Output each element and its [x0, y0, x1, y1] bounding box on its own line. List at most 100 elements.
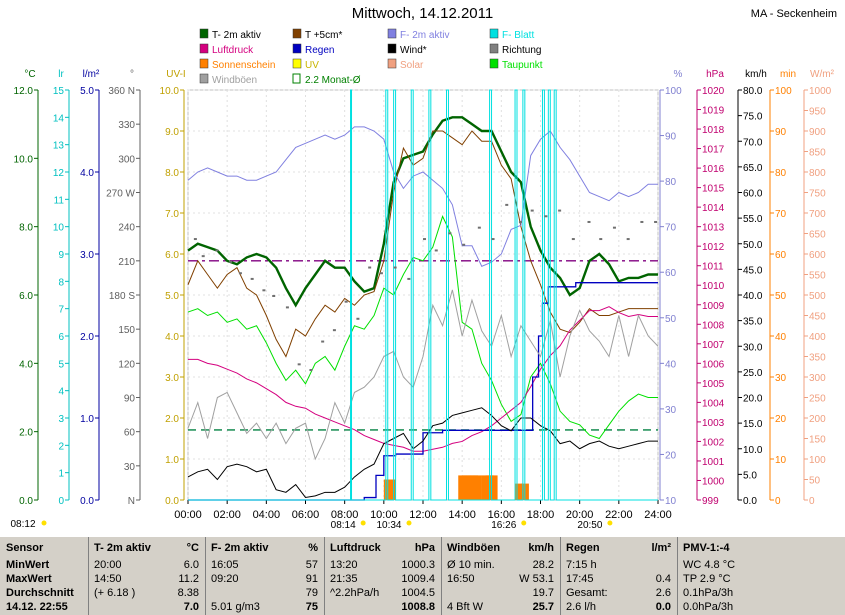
- axis-tick-label: 120: [118, 359, 135, 370]
- legend-label: Richtung: [502, 45, 541, 56]
- wind-direction-point: [193, 238, 197, 241]
- axis-tick-label: 60: [665, 268, 677, 279]
- axis-tick-label: 55.0: [743, 214, 763, 225]
- legend-swatch: [292, 73, 301, 84]
- stats-cell-label: 16:50: [447, 573, 475, 585]
- legend-swatch: [489, 43, 499, 54]
- axis-tick-label: 70: [775, 209, 787, 220]
- time-marker-label: 08:12: [10, 519, 35, 530]
- axis-tick-label: 1007: [702, 340, 725, 351]
- wind-direction-point: [599, 238, 603, 241]
- axis-tick-label: 5.0: [80, 86, 94, 97]
- axis-tick-label: 10: [53, 223, 65, 234]
- axis-tick-label: 20.0: [743, 394, 763, 405]
- stats-cell-label: 0.0hPa/3h: [683, 601, 734, 613]
- wind-direction-point: [612, 226, 616, 229]
- axis-tick-label: 80.0: [743, 86, 763, 97]
- axis-tick-label: 600: [809, 250, 826, 261]
- wind-direction-point: [262, 289, 266, 292]
- stats-column-header: Luftdruck hPa: [330, 542, 435, 556]
- axis-tick-label: 0: [775, 496, 781, 507]
- axis-tick-label: 90: [775, 127, 787, 138]
- axis-tick-label: 0.0: [80, 496, 94, 507]
- stats-cell-value: 1004.5: [401, 587, 435, 599]
- axis-tick-label: 210: [118, 257, 135, 268]
- stats-cell-label: WC 4.8 °C: [683, 559, 736, 571]
- stats-cell-label: (+ 6.18 ): [94, 587, 136, 599]
- wind-direction-point: [356, 317, 360, 320]
- stats-cell-label: MinWert: [6, 559, 50, 571]
- x-tick-label: 04:00: [253, 509, 281, 521]
- stats-cell-row: 16:05 57: [211, 559, 318, 573]
- stats-column: PMV-1:-4 WC 4.8 °C TP 2.9 °C 0.1hPa/3h 0.0hP…: [677, 537, 845, 615]
- stats-cell-label: MaxWert: [6, 573, 52, 585]
- axis-tick-label: 0.0: [19, 496, 33, 507]
- axis-tick-label: 1016: [702, 164, 725, 175]
- axis-tick-label: 1: [58, 469, 64, 480]
- sunshine-bar: [515, 483, 524, 500]
- axis-tick-label: 150: [118, 325, 135, 336]
- legend-swatch: [387, 58, 397, 69]
- stats-column-header: PMV-1:-4: [683, 542, 839, 556]
- stats-header-unit: hPa: [414, 542, 435, 554]
- axis-tick-label: 50: [775, 291, 787, 302]
- legend-label: Wind*: [400, 45, 427, 56]
- stats-cell-row: 19.7: [447, 587, 554, 601]
- wind-direction-point: [423, 238, 426, 241]
- stats-cell-label: 16:05: [211, 559, 239, 571]
- legend-swatch: [199, 58, 209, 69]
- legend-swatch: [489, 58, 499, 69]
- axis-tick-label: 5.0: [743, 470, 757, 481]
- axis-tick-label: 180 S: [109, 291, 135, 302]
- x-tick-label: 00:00: [174, 509, 202, 521]
- axis-tick-label: 50: [809, 476, 821, 487]
- axis-tick-label: 1000: [809, 86, 832, 97]
- axis-tick-label: 9: [58, 250, 64, 261]
- wind-direction-point: [407, 277, 411, 280]
- axis-tick-label: 650: [809, 230, 826, 241]
- stats-cell-label: 2.6 l/h: [566, 601, 596, 613]
- legend-label: Solar: [400, 60, 424, 71]
- series-line-f-2m-aktiv: [187, 126, 658, 267]
- stats-cell-label: 20:00: [94, 559, 122, 571]
- wind-direction-point: [626, 238, 630, 241]
- wind-direction-point: [297, 363, 301, 366]
- axis-unit-label: l/m²: [83, 69, 100, 80]
- chart-title: Mittwoch, 14.12.2011: [351, 5, 494, 22]
- stats-header-unit: °C: [186, 542, 199, 554]
- axis-unit-label: km/h: [745, 69, 767, 80]
- axis-tick-label: 1018: [702, 125, 725, 136]
- wind-direction-point: [285, 306, 289, 309]
- axis-tick-label: 150: [809, 435, 826, 446]
- stats-column: F- 2m aktiv% 16:05 57 09:20 91 79 5.01 g/m3 75: [205, 537, 325, 615]
- axis-tick-label: 10: [775, 455, 787, 466]
- axis-tick-label: 100: [665, 86, 682, 97]
- axis-tick-label: 1017: [702, 145, 725, 156]
- stats-cell-row: Durchschnitt: [6, 587, 82, 601]
- axis-tick-label: 20: [665, 450, 677, 461]
- wind-direction-point: [250, 277, 254, 280]
- stats-column-header: Sensor: [6, 542, 82, 556]
- stats-cell-label: ^2.2hPa/h: [330, 587, 380, 599]
- axis-tick-label: 1008: [702, 320, 725, 331]
- wind-direction-point: [238, 272, 242, 275]
- wind-direction-point: [368, 266, 372, 269]
- legend-swatch: [387, 28, 397, 39]
- stats-header-label: Luftdruck: [330, 542, 381, 554]
- axis-tick-label: 45.0: [743, 265, 763, 276]
- axis-tick-label: 999: [702, 496, 719, 507]
- axis-unit-label: %: [674, 69, 683, 80]
- stats-cell-label: 7:15 h: [566, 559, 597, 571]
- axis-tick-label: 11: [54, 195, 65, 206]
- axis-tick-label: 1010: [702, 281, 725, 292]
- time-marker-label: 16:26: [491, 520, 516, 531]
- sunshine-bar: [473, 475, 482, 500]
- wind-direction-point: [587, 220, 591, 223]
- axis-tick-label: 850: [809, 148, 826, 159]
- legend-label: T- 2m aktiv: [212, 30, 261, 41]
- stats-cell-row: 13:20 1000.3: [330, 559, 435, 573]
- axis-tick-label: 360 N: [108, 86, 135, 97]
- x-tick-label: 18:00: [527, 509, 555, 521]
- stats-cell-row: 09:20 91: [211, 573, 318, 587]
- axis-tick-label: 1005: [702, 379, 725, 390]
